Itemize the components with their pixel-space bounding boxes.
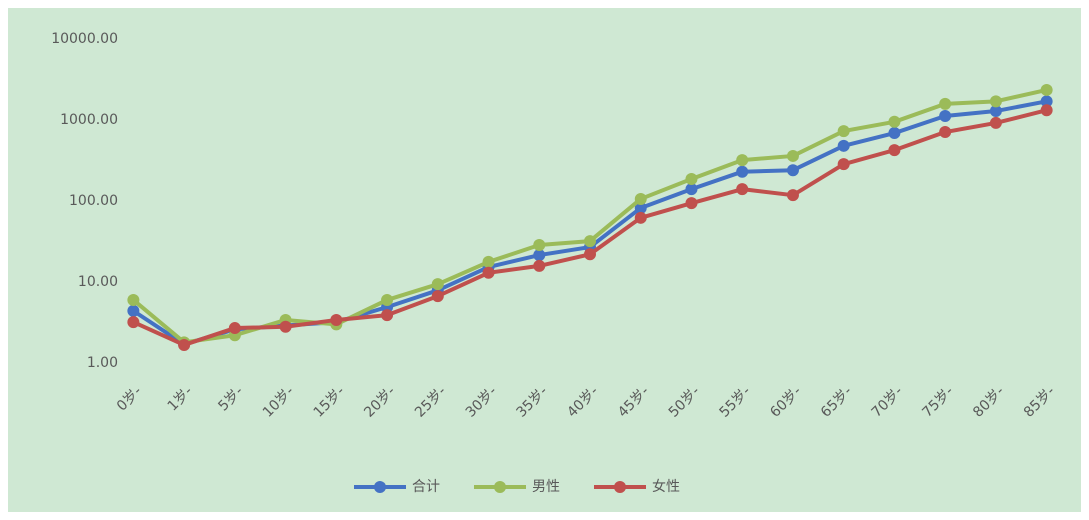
legend-marker xyxy=(374,481,386,493)
point xyxy=(482,266,495,279)
point xyxy=(736,183,749,196)
y-tick-label: 10.00 xyxy=(78,274,118,290)
point xyxy=(685,172,698,185)
y-tick-label: 10000.00 xyxy=(51,31,118,47)
point xyxy=(381,293,394,306)
point xyxy=(127,293,140,306)
point xyxy=(279,320,292,333)
point xyxy=(178,338,191,351)
y-tick-label: 1000.00 xyxy=(60,112,118,128)
point xyxy=(786,164,799,177)
chart-background xyxy=(8,8,1081,512)
point xyxy=(989,105,1002,118)
point xyxy=(127,316,140,329)
point xyxy=(736,165,749,178)
point xyxy=(482,255,495,268)
y-tick-label: 1.00 xyxy=(87,355,118,371)
y-tick-label: 100.00 xyxy=(69,193,118,209)
point xyxy=(989,116,1002,129)
point xyxy=(837,158,850,171)
point xyxy=(1040,95,1053,108)
legend-label: 合计 xyxy=(412,479,440,495)
point xyxy=(989,95,1002,108)
point xyxy=(634,192,647,205)
legend-marker xyxy=(494,481,506,493)
point xyxy=(939,97,952,110)
point xyxy=(634,201,647,214)
point xyxy=(381,309,394,322)
point xyxy=(431,290,444,303)
point xyxy=(736,154,749,167)
point xyxy=(228,322,241,335)
point xyxy=(584,235,596,248)
point xyxy=(533,239,546,252)
legend-label: 女性 xyxy=(652,478,680,495)
point xyxy=(888,115,901,128)
point xyxy=(685,197,698,210)
point xyxy=(533,259,546,272)
point xyxy=(127,304,140,317)
point xyxy=(634,211,647,224)
point xyxy=(939,110,952,123)
point xyxy=(431,278,444,291)
point xyxy=(685,183,698,196)
point xyxy=(939,126,952,139)
legend-label: 男性 xyxy=(532,479,560,495)
point xyxy=(888,127,901,140)
point xyxy=(1040,104,1053,117)
point xyxy=(837,125,850,138)
point xyxy=(1040,83,1053,96)
point xyxy=(786,149,799,162)
legend-marker xyxy=(614,481,626,493)
point xyxy=(533,249,546,262)
point xyxy=(837,139,850,152)
point xyxy=(888,144,901,157)
point xyxy=(330,313,343,326)
point xyxy=(786,189,799,202)
point xyxy=(584,248,596,261)
